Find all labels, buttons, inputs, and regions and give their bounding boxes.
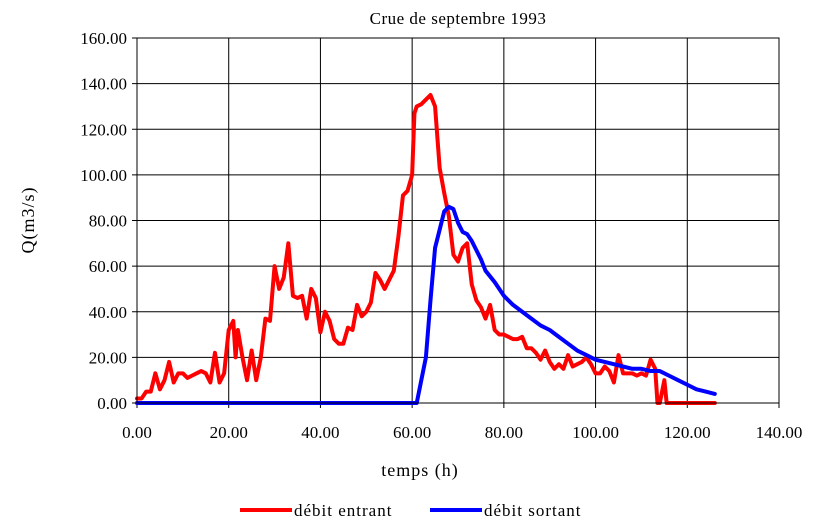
- x-tick-label: 60.00: [393, 423, 431, 442]
- y-tick-label: 20.00: [89, 348, 127, 367]
- x-tick-label: 0.00: [122, 423, 152, 442]
- grid: [132, 37, 780, 408]
- data-line: [135, 204, 717, 405]
- y-tick-label: 120.00: [80, 120, 127, 139]
- x-axis-label: temps (h): [381, 460, 458, 481]
- y-tick-label: 40.00: [89, 303, 127, 322]
- x-tick-label: 120.00: [664, 423, 711, 442]
- y-tick-label: 0.00: [97, 394, 127, 413]
- x-tick-label: 20.00: [210, 423, 248, 442]
- y-tick-label: 100.00: [80, 166, 127, 185]
- y-tick-label: 160.00: [80, 29, 127, 48]
- x-tick-label: 140.00: [756, 423, 803, 442]
- y-tick-label: 140.00: [80, 75, 127, 94]
- legend-label: débit sortant: [484, 501, 582, 520]
- legend: débit entrant débit sortant: [240, 501, 582, 520]
- legend-label: débit entrant: [294, 501, 392, 520]
- y-tick-label: 60.00: [89, 257, 127, 276]
- x-tick-label: 100.00: [572, 423, 619, 442]
- y-tick-label: 80.00: [89, 212, 127, 231]
- x-tick-label: 40.00: [301, 423, 339, 442]
- x-tick-label: 80.00: [485, 423, 523, 442]
- plot-lines: [135, 93, 717, 405]
- chart-title: Crue de septembre 1993: [370, 9, 547, 28]
- plot-border: [136, 37, 780, 404]
- data-line: [135, 93, 717, 405]
- y-axis-label: Q(m3/s): [18, 187, 39, 254]
